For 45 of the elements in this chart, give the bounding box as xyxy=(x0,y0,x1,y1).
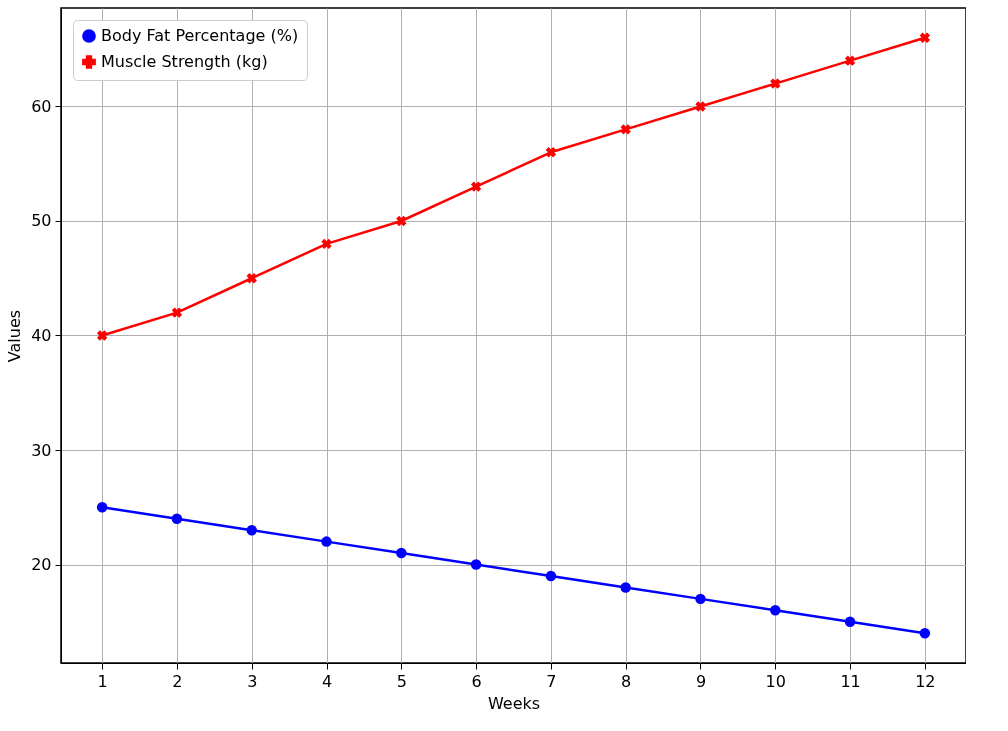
point xyxy=(396,215,407,227)
x-tick-label: 3 xyxy=(247,671,258,691)
x-tick-label: 5 xyxy=(396,671,407,691)
x-tick-label: 12 xyxy=(915,671,936,691)
x-tick-label: 8 xyxy=(621,671,632,691)
point xyxy=(620,582,631,593)
point xyxy=(695,593,706,605)
legend-label: Muscle Strength (kg) xyxy=(101,52,268,71)
y-tick-label: 20 xyxy=(31,555,52,575)
point xyxy=(171,513,183,524)
point xyxy=(770,605,781,616)
point xyxy=(321,536,332,547)
point xyxy=(396,547,407,559)
y-axis-title: Values xyxy=(5,309,25,363)
x-tick-label: 6 xyxy=(471,671,482,691)
point xyxy=(620,124,631,135)
point xyxy=(844,55,856,66)
point xyxy=(246,524,257,536)
point xyxy=(470,181,482,192)
legend-label: Body Fat Percentage (%) xyxy=(101,26,299,45)
y-tick-label: 40 xyxy=(31,326,52,345)
point xyxy=(919,32,931,43)
y-tick-label: 60 xyxy=(31,96,52,116)
point xyxy=(545,147,557,158)
x-tick-label: 10 xyxy=(765,671,786,691)
x-tick-label: 9 xyxy=(695,671,707,691)
point xyxy=(321,238,332,250)
point xyxy=(171,307,183,318)
x-tick-label: 4 xyxy=(321,671,333,691)
point xyxy=(470,559,482,570)
y-tick-label: 50 xyxy=(31,211,52,231)
x-tick-label: 2 xyxy=(172,671,183,691)
point xyxy=(246,273,257,284)
point xyxy=(919,627,931,639)
x-axis-title: Weeks xyxy=(487,693,541,713)
point xyxy=(844,616,856,628)
x-tick-label: 7 xyxy=(546,671,557,691)
x-tick-label: 11 xyxy=(840,671,861,691)
point xyxy=(770,78,781,89)
x-tick-label: 1 xyxy=(97,671,108,691)
point xyxy=(96,330,108,341)
point xyxy=(695,101,706,112)
point xyxy=(545,570,557,582)
y-tick-label: 30 xyxy=(31,440,52,460)
point xyxy=(96,502,108,513)
